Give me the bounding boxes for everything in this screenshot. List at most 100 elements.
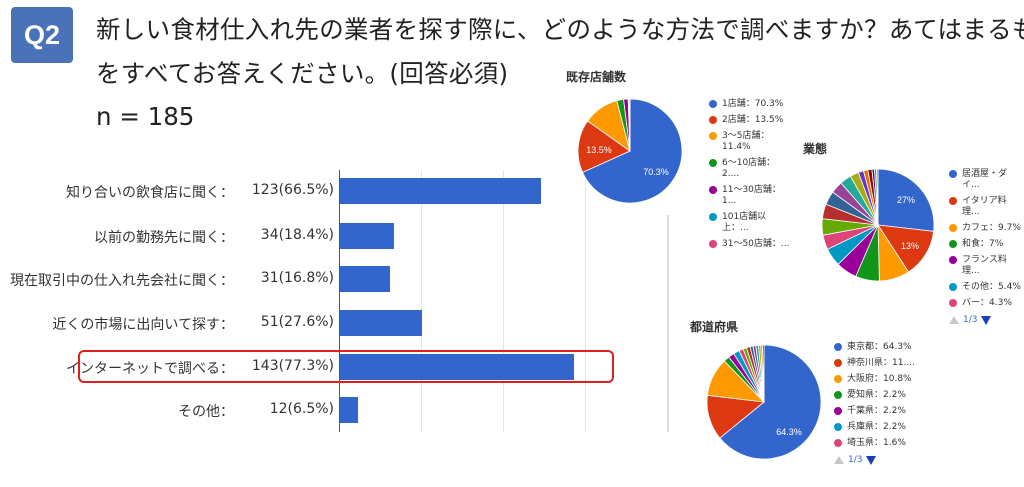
legend-dot-icon [709, 240, 717, 248]
legend-item[interactable]: 千葉県：2.2% [834, 406, 924, 417]
bar-category-label: インターネットで調べる： [66, 361, 234, 377]
bar[interactable] [340, 354, 574, 380]
legend-item[interactable]: その他：5.4% [949, 282, 1024, 293]
bar-row: 現在取引中の仕入れ先会社に聞く： 31(16.8%) [0, 266, 334, 292]
legend-dot-icon [834, 423, 842, 431]
legend-stores: 1店舗：70.3% 2店舗：13.5% 3〜5店舗： 11.4% 6〜10店舗：2… [709, 99, 791, 255]
legend-item[interactable]: 神奈川県：11.... [834, 358, 924, 369]
legend-item[interactable]: 東京都：64.3% [834, 342, 924, 353]
legend-item[interactable]: 居酒屋・ダイ... [949, 169, 1024, 191]
bar-category-label: その他： [178, 404, 234, 420]
bar[interactable] [340, 266, 390, 292]
bar-row: その他： 12(6.5%) [0, 397, 334, 423]
bar-row: インターネットで調べる： 143(77.3%) [0, 354, 334, 380]
legend-item[interactable]: 2店舗：13.5% [709, 115, 791, 126]
legend-dot-icon [834, 391, 842, 399]
bar-category-label: 以前の勤務先に聞く： [94, 230, 234, 246]
pie-chart-business[interactable]: 27% 13% [820, 167, 936, 283]
legend-business: 居酒屋・ダイ... イタリア料理... カフェ：9.7% 和食：7% フランス料… [949, 169, 1024, 325]
bar-value-label: 12(6.5%) [269, 401, 334, 417]
bar-category-label: 知り合いの飲食店に聞く： [66, 185, 234, 201]
y-axis-line [339, 170, 340, 432]
bar-chart: 知り合いの飲食店に聞く： 123(66.5%) 以前の勤務先に聞く： 34(18… [0, 170, 614, 432]
bar-category-label: 現在取引中の仕入れ先会社に聞く： [10, 273, 234, 289]
pie-chart-prefecture[interactable]: 64.3% [705, 342, 823, 462]
legend-dot-icon [949, 240, 957, 248]
prev-page-icon[interactable] [949, 316, 959, 324]
legend-dot-icon [949, 224, 957, 232]
slice-label: 13.5% [586, 145, 612, 155]
legend-item[interactable]: イタリア料理... [949, 196, 1024, 218]
pie-title-stores: 既存店舗数 [566, 70, 627, 84]
prev-page-icon[interactable] [834, 456, 844, 464]
legend-dot-icon [949, 170, 957, 178]
bar-value-label: 34(18.4%) [260, 227, 334, 243]
legend-dot-icon [834, 375, 842, 383]
pie-chart-stores[interactable]: 70.3% 13.5% [578, 93, 684, 211]
legend-dot-icon [949, 256, 957, 264]
gridline [503, 170, 504, 432]
legend-item[interactable]: 6〜10店舗：2.... [709, 158, 791, 180]
slice-label: 64.3% [776, 427, 802, 437]
legend-item[interactable]: カフェ：9.7% [949, 223, 1024, 234]
legend-item[interactable]: フランス料理... [949, 255, 1024, 277]
pie-title-business: 業態 [803, 142, 828, 156]
bar-row: 近くの市場に出向いて探す： 51(27.6%) [0, 310, 334, 336]
legend-item[interactable]: 1店舗：70.3% [709, 99, 791, 110]
legend-dot-icon [834, 407, 842, 415]
question-title-line1: 新しい食材仕入れ先の業者を探す際に、どのような方法で調べますか？あてはまるもの [96, 15, 1024, 44]
legend-item[interactable]: 埼玉県：1.6% [834, 438, 924, 449]
legend-dot-icon [949, 299, 957, 307]
legend-prefecture: 東京都：64.3% 神奈川県：11.... 大阪府：10.8% 愛知県：2.2%… [834, 342, 924, 465]
gridline [421, 170, 422, 432]
bar-value-label: 31(16.8%) [260, 270, 334, 286]
slice-label: 70.3% [643, 167, 669, 177]
pie-title-prefecture: 都道府県 [690, 320, 739, 334]
gridline [585, 170, 586, 432]
slice-label: 27% [897, 195, 915, 205]
legend-dot-icon [709, 132, 717, 140]
next-page-icon[interactable] [981, 315, 992, 325]
bar-value-label: 143(77.3%) [251, 358, 334, 374]
bar-row: 以前の勤務先に聞く： 34(18.4%) [0, 223, 334, 249]
slice-label: 13% [901, 241, 919, 251]
legend-item[interactable]: 和食：7% [949, 239, 1024, 250]
bar-category-label: 近くの市場に出向いて探す： [52, 317, 234, 333]
legend-dot-icon [709, 213, 717, 221]
divider [667, 215, 669, 432]
legend-dot-icon [834, 439, 842, 447]
legend-dot-icon [709, 159, 717, 167]
legend-dot-icon [949, 197, 957, 205]
bar-row: 知り合いの飲食店に聞く： 123(66.5%) [0, 178, 334, 204]
next-page-icon[interactable] [866, 455, 877, 465]
question-badge: Q2 [11, 7, 73, 63]
highlight-box [78, 350, 614, 383]
legend-dot-icon [709, 116, 717, 124]
question-title-line2: をすべてお答えください。(回答必須) [96, 59, 509, 88]
bar[interactable] [340, 178, 541, 204]
legend-dot-icon [834, 343, 842, 351]
legend-item[interactable]: 101店舗以上：... [709, 212, 791, 234]
bar[interactable] [340, 223, 394, 249]
bar-value-label: 51(27.6%) [260, 314, 334, 330]
legend-item[interactable]: 兵庫県：2.2% [834, 422, 924, 433]
legend-pager: 1/3 [834, 455, 924, 465]
legend-dot-icon [834, 359, 842, 367]
legend-page-indicator: 1/3 [848, 455, 863, 465]
legend-item[interactable]: 31〜50店舗：... [709, 239, 791, 250]
legend-page-indicator: 1/3 [963, 315, 978, 325]
legend-dot-icon [949, 283, 957, 291]
legend-item[interactable]: バー：4.3% [949, 298, 1024, 309]
question-title: 新しい食材仕入れ先の業者を探す際に、どのような方法で調べますか？あてはまるもの … [96, 8, 1024, 96]
sample-size: n = 185 [96, 102, 195, 131]
question-number: Q2 [23, 19, 61, 50]
legend-item[interactable]: 愛知県：2.2% [834, 390, 924, 401]
legend-pager: 1/3 [949, 315, 1024, 325]
legend-item[interactable]: 大阪府：10.8% [834, 374, 924, 385]
bar-value-label: 123(66.5%) [251, 182, 334, 198]
legend-item[interactable]: 3〜5店舗： 11.4% [709, 131, 791, 153]
legend-item[interactable]: 11〜30店舗：1... [709, 185, 791, 207]
legend-dot-icon [709, 186, 717, 194]
bar[interactable] [340, 397, 358, 423]
bar[interactable] [340, 310, 422, 336]
